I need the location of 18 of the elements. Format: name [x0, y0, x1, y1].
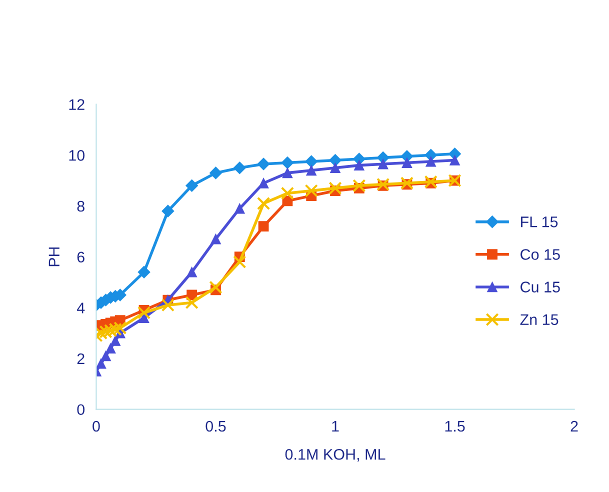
x-tick-label: 2 — [570, 420, 578, 432]
legend-label: FL 15 — [521, 216, 558, 228]
legend-label: Zn 15 — [520, 314, 558, 326]
y-tick-label: 12 — [69, 99, 84, 110]
y-tick-label: 4 — [76, 302, 85, 314]
x-tick-label: 0 — [92, 420, 100, 432]
legend-label: Co 15 — [520, 249, 560, 260]
x-tick-label: 1 — [332, 421, 339, 432]
x-tick-label: 1.5 — [445, 421, 465, 432]
y-tick-label: 0 — [77, 404, 85, 416]
y-tick-label: 2 — [77, 353, 84, 364]
legend-label: Cu 15 — [520, 282, 560, 292]
y-tick-label: 8 — [77, 200, 84, 212]
x-axis-title: 0.1M KOH, ML — [285, 448, 386, 462]
y-tick-label: 10 — [69, 150, 85, 161]
y-tick-label: 6 — [77, 252, 84, 263]
y-axis-title: PH — [48, 247, 60, 266]
x-tick-label: 0.5 — [206, 420, 226, 432]
